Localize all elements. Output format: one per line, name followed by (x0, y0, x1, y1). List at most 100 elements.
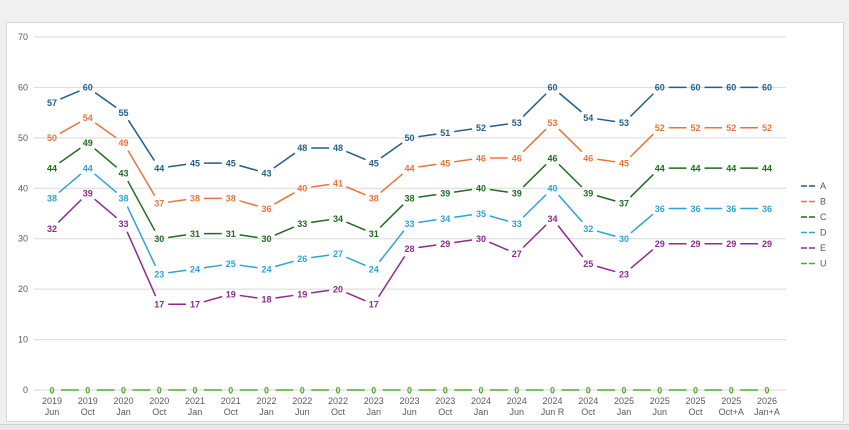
series-B-data-label: 45 (440, 158, 450, 168)
series-A-segment (94, 92, 117, 109)
x-tick-label-period: Oct (152, 407, 167, 417)
x-tick-label-year: 2025 (614, 396, 634, 406)
x-tick-label-year: 2024 (578, 396, 598, 406)
series-E-data-label: 29 (690, 239, 700, 249)
series-U-data-label: 0 (764, 385, 769, 395)
x-tick-label-year: 2020 (149, 396, 169, 406)
series-B-data-label: 52 (690, 123, 700, 133)
series-D-data-label: 44 (83, 163, 93, 173)
y-tick-label: 60 (18, 82, 28, 92)
series-A-segment (59, 90, 80, 100)
series-C-segment (629, 173, 654, 198)
series-B-segment (59, 121, 81, 135)
series-C-segment (239, 234, 258, 239)
series-B-data-label: 46 (512, 153, 522, 163)
series-C-segment (274, 226, 295, 236)
series-D-segment (311, 254, 330, 259)
series-A-segment (273, 152, 296, 169)
series-U-data-label: 0 (657, 385, 662, 395)
series-C-data-label: 30 (261, 234, 271, 244)
series-E-data-label: 17 (190, 300, 200, 310)
series-D-data-label: 33 (404, 219, 414, 229)
series-A-data-label: 45 (190, 158, 200, 168)
series-C-segment (454, 188, 473, 193)
series-B-data-label: 54 (83, 113, 93, 123)
series-A-segment (489, 123, 508, 128)
series-E-segment (488, 241, 509, 252)
series-C-data-label: 37 (619, 199, 629, 209)
series-E-segment (557, 225, 584, 258)
series-E-data-label: 32 (47, 224, 57, 234)
x-tick-label-year: 2022 (328, 396, 348, 406)
x-tick-label-period: Oct (688, 407, 703, 417)
series-U-data-label: 0 (264, 385, 269, 395)
x-tick-label-period: Oct (438, 407, 453, 417)
series-A-data-label: 48 (297, 143, 307, 153)
series-E-segment (345, 291, 366, 302)
x-tick-label-year: 2019 (42, 396, 62, 406)
series-E-data-label: 29 (440, 239, 450, 249)
series-U-data-label: 0 (300, 385, 305, 395)
series-U-data-label: 0 (407, 385, 412, 395)
y-tick-label: 50 (18, 133, 28, 143)
series-A-data-label: 60 (547, 83, 557, 93)
y-tick-label: 70 (18, 32, 28, 42)
series-B-data-label: 52 (726, 123, 736, 133)
series-C-segment (379, 204, 404, 228)
series-D-segment (94, 173, 118, 194)
y-tick-label: 20 (18, 284, 28, 294)
series-A-segment (345, 150, 366, 161)
series-A-data-label: 53 (619, 118, 629, 128)
data-labels: 57 60 55 44 45 45 43 48 48 45 50 51 52 53 60 54 53 60 60 60… (47, 83, 772, 396)
series-A-data-label: 48 (333, 143, 343, 153)
series-U-data-label: 0 (693, 385, 698, 395)
series-U-data-label: 0 (85, 385, 90, 395)
series-A-data-label: 45 (369, 158, 379, 168)
series-B-data-label: 36 (261, 204, 271, 214)
series-B-data-label: 37 (154, 199, 164, 209)
series-E-data-label: 17 (154, 300, 164, 310)
series-U-data-label: 0 (192, 385, 197, 395)
series-A-data-label: 55 (118, 108, 128, 118)
series-A-segment (239, 164, 259, 172)
legend-item-D: D (801, 228, 827, 238)
series-A-segment (418, 133, 437, 138)
x-tick-label-year: 2020 (113, 396, 133, 406)
x-tick-label-year: 2023 (364, 396, 384, 406)
x-tick-label-period: Jun R (541, 407, 565, 417)
series-C-data-label: 44 (762, 163, 772, 173)
series-C-data-label: 44 (47, 163, 57, 173)
x-tick-label-year: 2022 (256, 396, 276, 406)
series-C-data-label: 31 (226, 229, 236, 239)
series-D-segment (274, 260, 294, 268)
series-C-data-label: 31 (190, 229, 200, 239)
series-U-data-label: 0 (228, 385, 233, 395)
legend-label: D (820, 228, 827, 238)
series-A-segment (454, 128, 473, 133)
series-A-data-label: 57 (47, 98, 57, 108)
series-D-data-label: 36 (726, 204, 736, 214)
series-C-segment (558, 163, 583, 188)
x-tick-label-period: Oct+A (719, 407, 744, 417)
series-B-data-label: 38 (226, 194, 236, 204)
x-tick-label-year: 2021 (185, 396, 205, 406)
series-B-data-label: 52 (762, 123, 772, 133)
series-D-data-label: 24 (190, 264, 200, 274)
series-A-data-label: 60 (655, 83, 665, 93)
series-E-segment (311, 289, 330, 294)
series-U-data-label: 0 (443, 385, 448, 395)
x-tick-label-period: Jan (366, 407, 381, 417)
series-A-segment (597, 118, 616, 123)
series-D-data-label: 25 (226, 259, 236, 269)
y-tick-label: 30 (18, 234, 28, 244)
series-A-segment (522, 93, 547, 117)
series-E-data-label: 39 (83, 189, 93, 199)
series-E-data-label: 19 (297, 289, 307, 299)
x-tick-label-year: 2022 (292, 396, 312, 406)
x-tick-label-year: 2025 (721, 396, 741, 406)
series-D-segment (454, 214, 473, 219)
series-B-data-label: 41 (333, 179, 343, 189)
series-lines (57, 86, 758, 391)
series-B-segment (380, 173, 404, 194)
series-U-data-label: 0 (478, 385, 483, 395)
